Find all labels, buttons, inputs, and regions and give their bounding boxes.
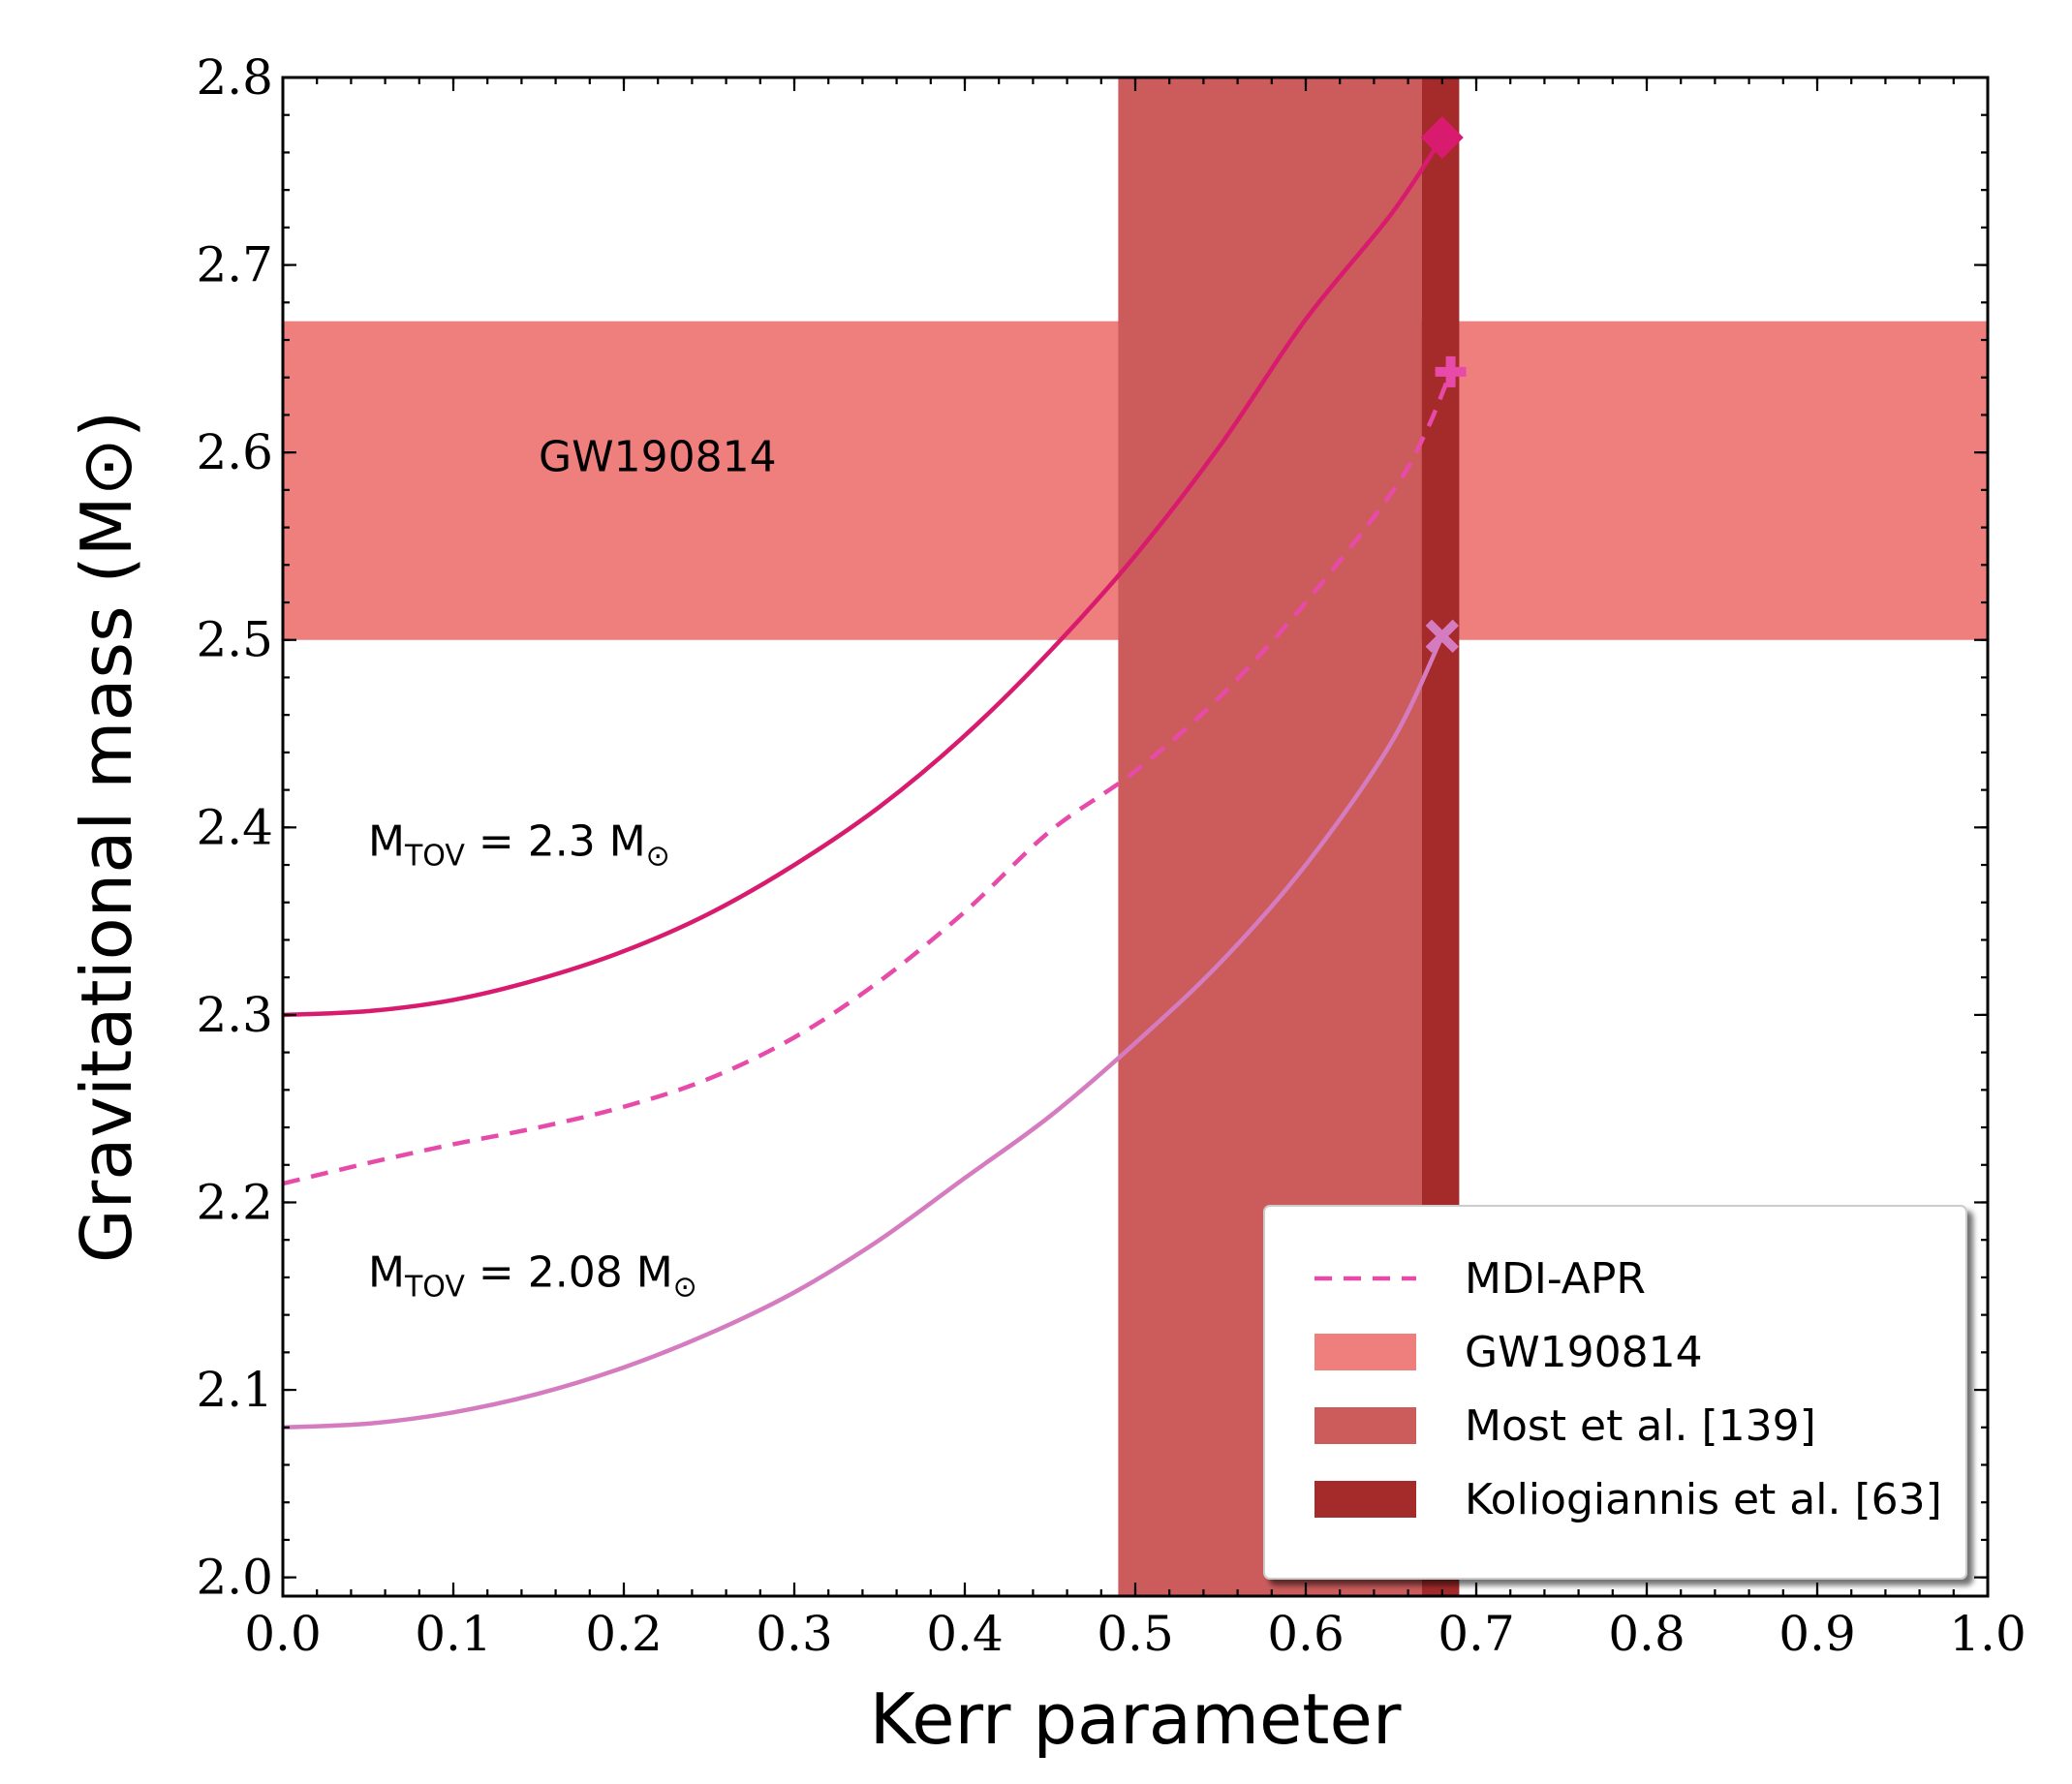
ticks [281,76,1990,1596]
series-marker-diamond [1420,115,1464,159]
x-axis-title: Kerr parameter [870,1678,1402,1760]
y-tick-label: 2.8 [196,49,273,106]
x-tick-labels: 0.0 0.1 0.2 0.3 0.4 0.5 0.6 0.7 0.8 0.9 1.0 [244,1606,2026,1662]
bands [283,77,1988,1596]
series-marker-plus [1435,355,1467,387]
y-tick-label: 2.4 [196,799,273,855]
annotation-1: MTOV = 2.3 M⊙ [368,816,670,873]
legend-label: Most et al. [139] [1465,1401,1816,1451]
series-line-0 [283,136,1444,1018]
series-line-1 [283,371,1453,1186]
y-tick-labels: 2.0 2.1 2.2 2.3 2.4 2.5 2.6 2.7 2.8 [196,49,273,1606]
x-tick-label: 0.8 [1608,1606,1685,1662]
annotation-2: MTOV = 2.08 M⊙ [368,1248,697,1305]
x-tick-label: 0.0 [244,1606,322,1662]
series-marker-x [1425,619,1459,654]
x-tick-label: 0.1 [415,1606,492,1662]
legend-handle-patch [1314,1407,1416,1444]
x-tick-label: 0.3 [756,1606,833,1662]
annotations: GW190814 MTOV = 2.3 M⊙ MTOV = 2.08 M⊙ [368,433,777,1305]
y-tick-label: 2.3 [196,987,273,1043]
x-tick-label: 0.5 [1097,1606,1174,1662]
y-tick-label: 2.5 [196,612,273,668]
series-line-2 [283,634,1444,1430]
legend-handle-patch [1314,1334,1416,1370]
legend-label: MDI-APR [1465,1254,1646,1304]
x-tick-label: 0.6 [1267,1606,1345,1662]
legend-handle-patch [1314,1481,1416,1518]
x-tick-label: 0.9 [1778,1606,1856,1662]
y-axis-title: Gravitational mass (M⊙) [66,411,147,1263]
legend-label: Koliogiannis et al. [63] [1465,1475,1942,1524]
y-tick-label: 2.0 [196,1550,273,1606]
y-tick-label: 2.6 [196,424,273,480]
y-tick-label: 2.1 [196,1362,273,1418]
legend: MDI-APR GW190814 Most et al. [139] Koliogia… [1263,1205,1967,1580]
y-tick-label: 2.7 [196,237,273,293]
annotation-0: GW190814 [539,433,777,482]
x-tick-label: 0.2 [585,1606,663,1662]
legend-box [1263,1205,1967,1580]
legend-label: GW190814 [1465,1328,1703,1377]
x-tick-label: 0.4 [926,1606,1004,1662]
marker-group [1420,115,1467,654]
series-group [283,136,1453,1430]
x-tick-label: 1.0 [1949,1606,2026,1662]
y-tick-label: 2.2 [196,1174,273,1230]
x-tick-label: 0.7 [1438,1606,1515,1662]
